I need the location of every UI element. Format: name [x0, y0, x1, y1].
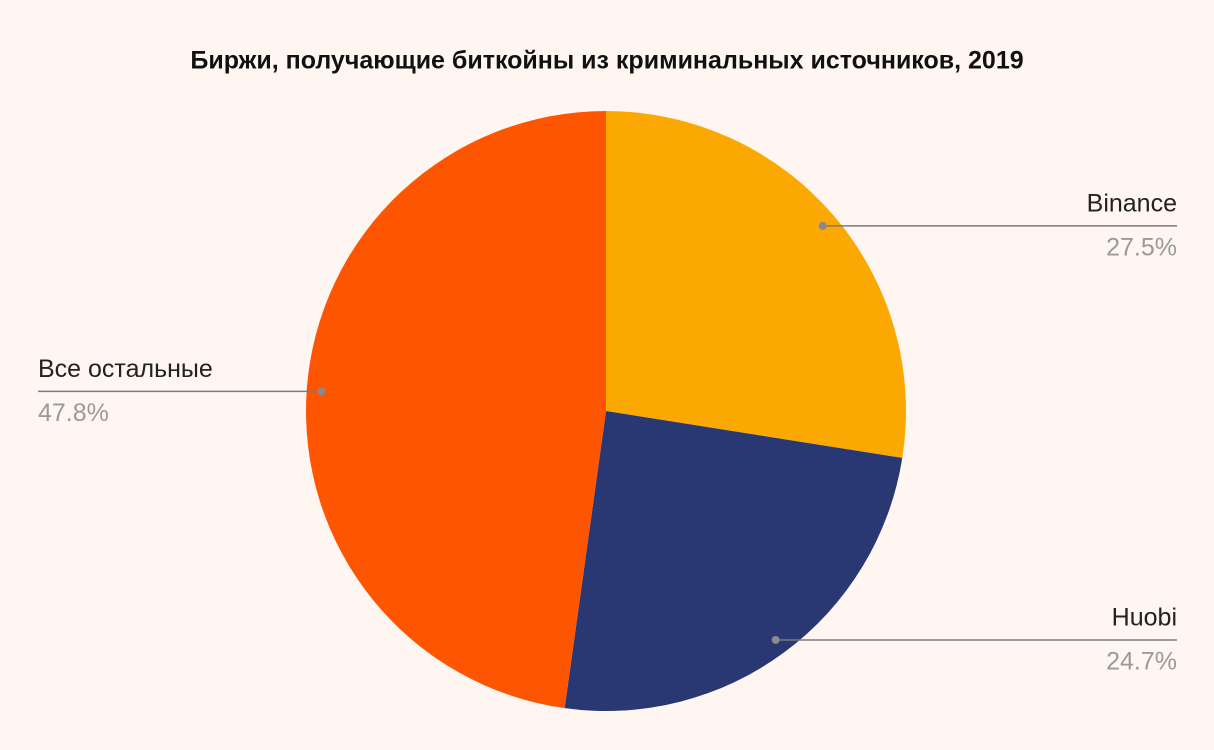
- slice-label: Все остальные: [38, 355, 213, 383]
- slice-value-label: 24.7%: [1106, 648, 1177, 676]
- slice-label: Binance: [1087, 190, 1177, 218]
- pie-slice: [606, 111, 906, 458]
- leader-dot: [771, 635, 780, 644]
- pie-slice: [305, 111, 606, 709]
- chart-title: Биржи, получающие биткойны из криминальн…: [190, 47, 1023, 75]
- pie-slice: [564, 411, 903, 711]
- leader-dot: [818, 221, 827, 230]
- slice-value-label: 47.8%: [38, 399, 109, 427]
- slice-label: Huobi: [1112, 604, 1177, 632]
- slice-value-label: 27.5%: [1106, 234, 1177, 262]
- leader-dot: [317, 387, 326, 396]
